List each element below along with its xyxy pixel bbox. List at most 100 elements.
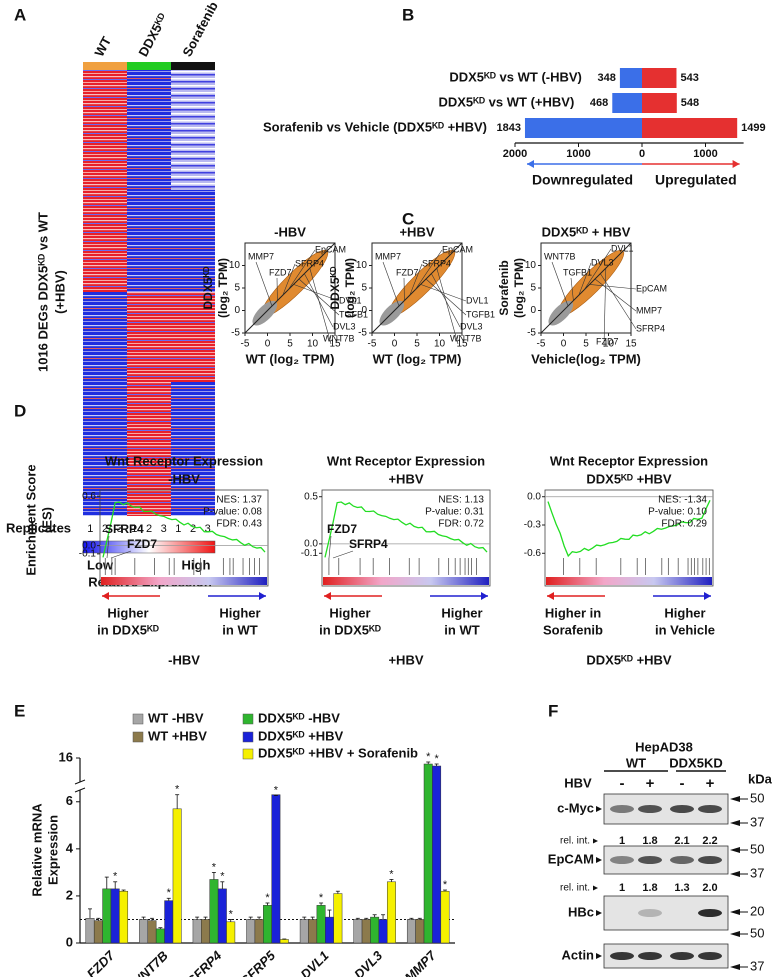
bar: [263, 905, 272, 944]
legend-label: DDX5ᴷᴰ -HBV: [258, 710, 340, 725]
y-tick-label: 2: [66, 887, 73, 902]
band: [698, 856, 722, 864]
marker-arrow: [730, 847, 740, 853]
gene-label: FZD7: [396, 267, 419, 277]
marker-arrow: [730, 820, 740, 826]
bar: [164, 900, 174, 944]
gene-label: MMP7: [636, 305, 662, 315]
bar: [217, 888, 227, 944]
heatmap-block: [83, 70, 127, 292]
legend-label: DDX5ᴷᴰ +HBV: [258, 728, 344, 743]
y-tick-label: 0.6: [82, 491, 96, 502]
rank-colorbar: [101, 577, 267, 585]
band: [610, 805, 634, 813]
marker-label: 37: [750, 865, 764, 880]
bar: [139, 919, 149, 944]
category-label: DDX5ᴷᴰ vs WT (-HBV): [449, 69, 582, 84]
bar: [325, 916, 334, 944]
gene-label: TGFB1: [466, 309, 495, 319]
x-tick-label: 10: [603, 339, 615, 350]
stat-label: FDR: 0.43: [216, 519, 262, 530]
panel-label: E: [14, 701, 25, 720]
bar: [612, 93, 642, 113]
panel-title: DDX5ᴷᴰ +HBV: [586, 471, 672, 486]
bar: [147, 920, 157, 944]
significance-mark: *: [274, 785, 279, 797]
value-label: 1499: [741, 122, 765, 134]
group-label: DDX5KD: [669, 755, 722, 770]
y-axis-label: Relative mRNA: [29, 803, 44, 897]
leader-line: [583, 248, 612, 290]
blot-label: HBc: [568, 904, 594, 919]
x-tick-label: 10: [434, 339, 446, 350]
x-tick-label: 15: [625, 339, 637, 350]
bar: [406, 919, 416, 944]
category-label: Sorafenib vs Vehicle (DDX5ᴷᴰ +HBV): [263, 119, 487, 134]
legend-label: WT -HBV: [148, 710, 204, 725]
gene-label: TGFB1: [563, 267, 592, 277]
bar: [642, 93, 677, 113]
y-tick-label: 10: [525, 260, 537, 271]
arrow-head: [324, 592, 331, 600]
band: [698, 952, 722, 960]
rank-colorbar: [323, 577, 489, 585]
gene-label: SFRP4: [422, 258, 451, 268]
rel-int-value: 2.2: [702, 835, 717, 847]
x-tick-label: 15: [456, 339, 468, 350]
x-tick-label: 1000: [693, 148, 717, 160]
bar: [299, 919, 309, 944]
panel-title: +HBV: [399, 224, 434, 239]
direction-label: Higher: [107, 605, 148, 620]
bar: [226, 921, 236, 944]
rel-int-value: 1: [619, 882, 625, 894]
y-axis-label: 1016 DEGs DDX5ᴷᴰ vs WT: [35, 212, 50, 372]
y-tick-label: 0.5: [304, 491, 318, 502]
y-tick-label: -0.6: [524, 548, 542, 559]
x-tick-label: -5: [537, 339, 546, 350]
panel-title: DDX5ᴷᴰ + HBV: [542, 224, 631, 239]
plot-frame: [544, 489, 714, 587]
legend-label: DDX5ᴷᴰ +HBV + Sorafenib: [258, 745, 418, 760]
x-tick-label: 0: [392, 339, 398, 350]
rel-int-value: 1: [619, 835, 625, 847]
group-bar: [171, 62, 215, 70]
axis-gap: [79, 783, 81, 789]
replicate-label: 1: [175, 523, 181, 535]
band: [698, 909, 722, 917]
x-tick-label: SFRP5: [238, 947, 279, 977]
value-label: 548: [681, 97, 699, 109]
y-axis-label: (log₂ TPM): [343, 258, 357, 318]
direction-label: Sorafenib: [543, 622, 603, 637]
column-label: Sorafenib: [179, 0, 220, 59]
band: [638, 909, 662, 917]
y-axis-label: Expression: [45, 815, 60, 885]
significance-mark: *: [229, 908, 234, 920]
replicate-label: 3: [161, 523, 167, 535]
gene-label: FZD7: [596, 336, 619, 346]
band: [638, 805, 662, 813]
gene-label: SFRP4: [295, 258, 324, 268]
rel-int-label: rel. int.: [560, 836, 590, 847]
leader-line: [425, 278, 467, 316]
bar: [642, 68, 677, 88]
gene-label: EpCAM: [315, 244, 346, 254]
blot-pointer: [596, 857, 602, 863]
band: [670, 805, 694, 813]
bar: [271, 794, 281, 944]
kda-label: kDa: [748, 771, 773, 786]
rel-pointer: [593, 838, 598, 844]
bar: [316, 905, 326, 944]
leader-line: [282, 263, 296, 296]
direction-label: in WT: [222, 622, 257, 637]
x-tick-label: 0: [561, 339, 567, 350]
bar: [415, 919, 425, 944]
enrichment-curve: [547, 500, 711, 558]
y-axis-label: DDX5ᴷᴰ: [328, 266, 342, 310]
x-tick-label: 15: [329, 339, 341, 350]
panel-title: Wnt Receptor Expression: [105, 453, 263, 468]
bar: [279, 939, 289, 944]
x-tick-label: -5: [241, 339, 250, 350]
bar: [308, 919, 318, 944]
x-tick-label: 1000: [566, 148, 590, 160]
bar: [386, 881, 396, 944]
